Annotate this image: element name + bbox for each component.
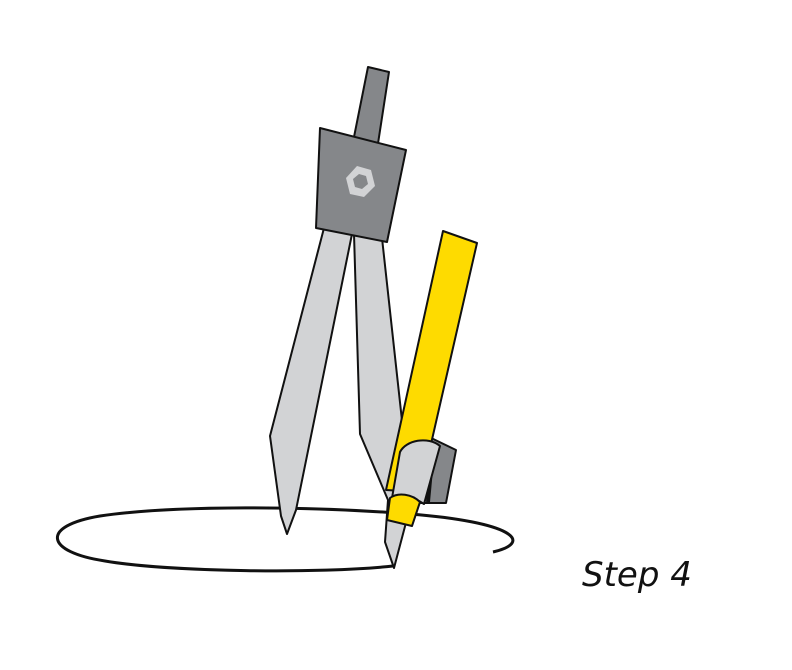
hex-nut-center <box>353 174 368 189</box>
pencil-tip <box>386 493 421 527</box>
drawn-circle-arc <box>55 506 515 573</box>
step-caption: Step 4 <box>582 555 692 595</box>
compass-needle-leg <box>269 227 353 535</box>
